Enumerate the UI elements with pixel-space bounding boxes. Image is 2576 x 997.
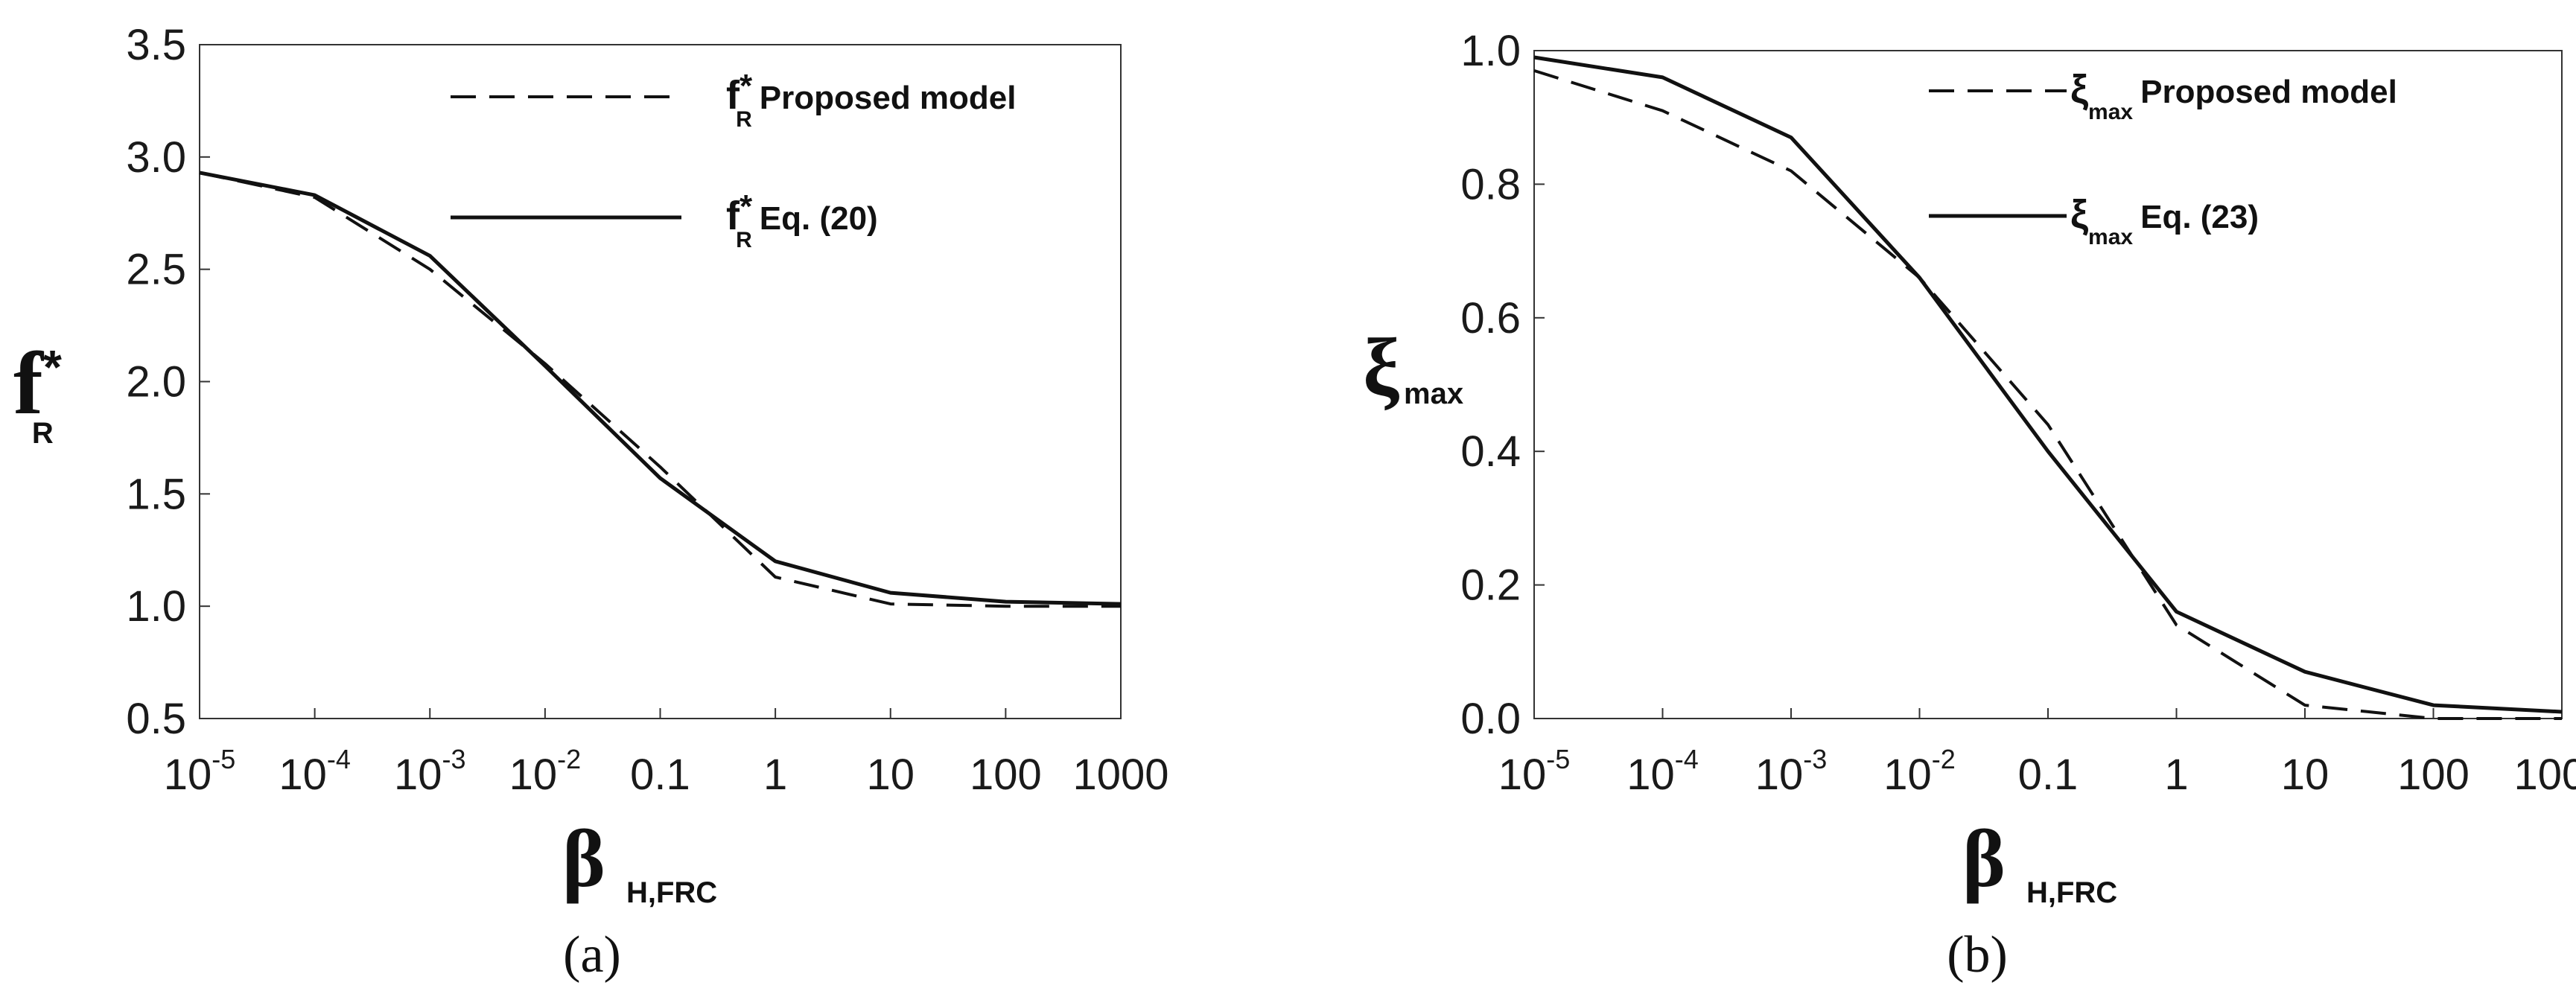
x-tick-label: 1000 bbox=[2513, 751, 2576, 799]
x-tick-label: 1000 bbox=[1072, 751, 1168, 799]
x-tick-base: 100 bbox=[2397, 751, 2470, 799]
y-tick-label: 1.0 bbox=[126, 582, 186, 631]
y-axis-label-sup: * bbox=[43, 340, 62, 394]
x-tick-exponent: -2 bbox=[557, 744, 581, 774]
y-tick-label: 0.5 bbox=[126, 695, 186, 743]
legend-symbol: f bbox=[726, 194, 740, 238]
x-tick-base: 10 bbox=[1626, 751, 1675, 799]
x-axis-label: β H,FRC bbox=[562, 813, 717, 909]
x-tick-label: 1 bbox=[2164, 751, 2188, 799]
y-axis-label: f* R bbox=[13, 334, 62, 450]
y-tick-label: 0.2 bbox=[1460, 561, 1521, 610]
legend-label: Eq. (23) bbox=[2140, 199, 2259, 235]
y-tick-label: 1.5 bbox=[126, 470, 186, 518]
x-tick-base: 10 bbox=[164, 751, 212, 799]
series-line-proposed-model bbox=[199, 171, 1121, 608]
x-tick-label: 1 bbox=[763, 751, 787, 799]
y-tick-label: 1.0 bbox=[1460, 27, 1521, 75]
y-tick-label: 0.4 bbox=[1460, 427, 1521, 476]
legend-sup: * bbox=[740, 188, 753, 225]
panel-label: (b) bbox=[1947, 926, 2008, 984]
y-axis-label: ξ max bbox=[1363, 322, 1463, 413]
y-axis-label-main: f bbox=[13, 334, 45, 433]
x-tick-label: 10-4 bbox=[279, 744, 351, 799]
x-tick-base: 1 bbox=[763, 751, 787, 799]
legend-symbol: f bbox=[726, 73, 740, 118]
x-tick-label: 10-3 bbox=[1755, 744, 1828, 799]
legend-sub: max bbox=[2088, 100, 2133, 124]
x-tick-base: 10 bbox=[1755, 751, 1804, 799]
legend-label: Proposed model bbox=[760, 80, 1017, 116]
x-tick-label: 10 bbox=[866, 751, 915, 799]
y-tick-label: 3.0 bbox=[126, 133, 186, 182]
series-line-proposed-model bbox=[1533, 69, 2562, 720]
x-tick-exponent: -4 bbox=[1675, 744, 1699, 774]
x-tick-label: 0.1 bbox=[2018, 751, 2079, 799]
x-tick-base: 100 bbox=[970, 751, 1042, 799]
y-axis-label-sub: R bbox=[32, 417, 54, 450]
legend-sub: max bbox=[2088, 225, 2133, 249]
x-axis-label-sub: H,FRC bbox=[2026, 876, 2117, 909]
x-tick-label: 100 bbox=[2397, 751, 2470, 799]
x-tick-exponent: -5 bbox=[1546, 744, 1570, 774]
x-tick-base: 0.1 bbox=[630, 751, 690, 799]
x-tick-label: 10-3 bbox=[394, 744, 466, 799]
legend-label: Proposed model bbox=[2140, 74, 2397, 110]
x-tick-base: 10 bbox=[2281, 751, 2329, 799]
x-tick-label: 10-2 bbox=[1883, 744, 1956, 799]
x-tick-label: 10-2 bbox=[509, 744, 582, 799]
chart-panel-a: 10-5 10-4 10-3 10-2 0.1 1 10 100 10000.51.01.52.… bbox=[13, 21, 1169, 984]
x-tick-exponent: -3 bbox=[1803, 744, 1827, 774]
x-tick-label: 10-5 bbox=[1498, 744, 1571, 799]
y-tick-label: 2.0 bbox=[126, 358, 186, 407]
y-axis-label-main: ξ bbox=[1363, 322, 1399, 413]
legend-entry-0: ξmax Proposed model bbox=[2070, 67, 2397, 124]
x-tick-base: 10 bbox=[279, 751, 327, 799]
legend-symbol: ξ bbox=[2070, 67, 2089, 112]
legend-sub: R bbox=[736, 107, 752, 132]
y-axis-label-sub: max bbox=[1404, 378, 1463, 410]
panel-label: (a) bbox=[563, 926, 621, 984]
legend-label: Eq. (20) bbox=[760, 200, 878, 237]
legend-entry-0: f* R Proposed model bbox=[726, 68, 1017, 132]
y-tick-label: 0.0 bbox=[1460, 695, 1521, 743]
legend-entry-1: f* R Eq. (20) bbox=[726, 188, 878, 252]
y-tick-label: 0.8 bbox=[1460, 160, 1521, 208]
x-axis-label-sub: H,FRC bbox=[626, 876, 717, 909]
y-tick-label: 3.5 bbox=[126, 21, 186, 69]
y-tick-label: 0.6 bbox=[1460, 294, 1521, 343]
legend-symbol: ξ bbox=[2070, 192, 2089, 237]
legend-sub: R bbox=[736, 228, 752, 252]
series-line-equation bbox=[1533, 55, 2563, 714]
x-tick-base: 10 bbox=[866, 751, 915, 799]
x-tick-base: 1 bbox=[2164, 751, 2188, 799]
x-tick-base: 0.1 bbox=[2018, 751, 2079, 799]
x-axis-label-main: β bbox=[562, 813, 605, 904]
x-axis-label: β H,FRC bbox=[1962, 813, 2117, 909]
y-tick-label: 2.5 bbox=[126, 246, 186, 294]
x-tick-label: 10-4 bbox=[1626, 744, 1699, 799]
x-tick-base: 1000 bbox=[2513, 751, 2576, 799]
x-tick-exponent: -2 bbox=[1932, 744, 1956, 774]
x-tick-label: 100 bbox=[970, 751, 1042, 799]
x-tick-label: 10 bbox=[2281, 751, 2329, 799]
x-tick-exponent: -3 bbox=[442, 744, 466, 774]
x-tick-exponent: -4 bbox=[327, 744, 351, 774]
legend-sup: * bbox=[740, 68, 753, 104]
x-axis-label-main: β bbox=[1962, 813, 2006, 904]
legend-entry-1: ξmax Eq. (23) bbox=[2070, 192, 2259, 249]
series-line-equation bbox=[199, 171, 1122, 606]
x-tick-base: 10 bbox=[1498, 751, 1547, 799]
x-tick-base: 10 bbox=[1883, 751, 1932, 799]
chart-panel-b: 10-510-410-310-20.111010010000.00.20.40.… bbox=[1363, 27, 2576, 984]
x-tick-base: 10 bbox=[509, 751, 558, 799]
x-tick-label: 10-5 bbox=[164, 744, 236, 799]
x-tick-exponent: -5 bbox=[212, 744, 235, 774]
x-tick-base: 1000 bbox=[1072, 751, 1168, 799]
x-tick-base: 10 bbox=[394, 751, 442, 799]
x-tick-label: 0.1 bbox=[630, 751, 690, 799]
